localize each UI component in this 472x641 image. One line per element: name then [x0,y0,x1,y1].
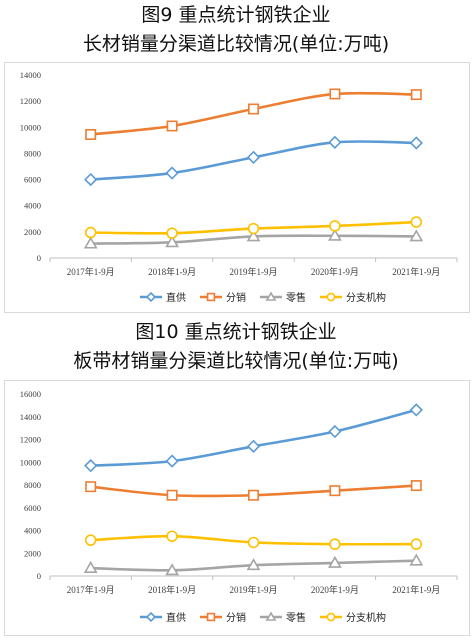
data-point-series-0 [84,172,98,187]
legend-label-3: 分支机构 [346,611,386,624]
x-tick-label: 2018年1-9月 [148,266,196,277]
data-point-series-0 [84,459,98,473]
legend-label-1: 分销 [226,611,246,624]
y-tick-label: 4000 [24,526,41,536]
chart1-svg: 0 2000 4000 6000 8000 10000 12000 14000 2017年1-9… [20,70,458,304]
data-point-series-1 [410,480,422,492]
data-point-series-2 [246,229,261,242]
legend-marker-2 [265,291,277,301]
chart1-subtitle: 长材销量分渠道比较情况(单位:万吨) [82,33,390,55]
data-point-series-3 [410,538,423,550]
data-point-series-3 [247,536,260,549]
data-point-series-0 [409,136,423,150]
data-point-series-2 [409,229,424,242]
y-tick-label: 10000 [20,457,41,467]
legend-label-2: 零售 [286,291,306,304]
data-point-series-1 [248,103,259,115]
y-tick-label: 6000 [24,503,41,513]
y-tick-label: 2000 [24,548,41,558]
y-tick-label: 12000 [20,96,41,106]
data-point-series-2 [165,563,179,576]
x-tick-label: 2021年1-9月 [392,584,440,595]
data-point-series-0 [165,166,179,180]
data-point-series-1 [329,88,341,100]
data-point-series-1 [329,485,341,497]
chart1-title: 图9 重点统计钢铁企业 [141,4,331,26]
chart2-panel: 0 2000 4000 6000 8000 10000 12000 14000 16000 201… [4,380,470,636]
data-point-series-3 [247,222,260,235]
data-point-series-0 [246,150,261,164]
legend-marker-3 [326,612,336,622]
data-point-series-3 [166,530,178,542]
legend-marker-0 [145,611,157,623]
legend-label-0: 直供 [166,291,186,304]
data-point-series-0 [409,403,423,417]
chart2-title: 图10 重点统计钢铁企业 [135,321,337,343]
legend-label-3: 分支机构 [346,291,386,304]
y-tick-label: 14000 [20,412,41,422]
data-point-series-1 [166,489,178,501]
y-tick-label: 14000 [20,70,41,80]
data-point-series-1 [410,89,422,101]
y-tick-label: 0 [37,571,41,581]
data-point-series-3 [166,227,178,239]
x-tick-label: 2020年1-9月 [311,584,359,595]
y-tick-label: 2000 [24,227,41,237]
y-tick-label: 8000 [24,148,41,158]
data-point-series-0 [328,424,342,439]
chart2-subtitle: 板带材销量分渠道比较情况(单位:万吨) [73,350,399,372]
legend-marker-2 [265,611,277,621]
data-point-series-2 [246,558,261,571]
y-tick-label: 16000 [20,389,41,399]
data-point-series-2 [328,555,342,568]
data-point-series-0 [165,454,179,468]
data-point-series-3 [329,538,341,550]
x-tick-label: 2019年1-9月 [230,266,278,277]
x-tick-label: 2020年1-9月 [311,266,359,277]
data-point-series-0 [246,439,261,453]
legend-marker-1 [206,292,216,302]
legend-marker-1 [206,612,216,622]
data-point-series-2 [165,235,179,248]
legend-label-2: 零售 [286,611,306,624]
y-tick-label: 12000 [20,435,41,445]
data-point-series-0 [328,135,342,149]
y-tick-label: 8000 [24,480,41,490]
data-point-series-3 [410,216,423,228]
x-tick-label: 2017年1-9月 [67,584,115,595]
y-tick-label: 6000 [24,175,41,185]
legend-marker-0 [145,291,157,303]
series-line-0 [90,408,417,467]
data-point-series-3 [84,534,97,546]
data-point-series-2 [83,236,98,249]
x-tick-label: 2021年1-9月 [392,266,440,277]
y-tick-label: 0 [37,253,41,263]
data-point-series-1 [166,120,178,132]
data-point-series-1 [248,489,259,501]
data-point-series-2 [83,560,98,573]
data-point-series-1 [85,129,97,140]
chart1-panel: 0 2000 4000 6000 8000 10000 12000 14000 2017年1-9… [4,62,470,313]
data-point-series-2 [328,228,342,241]
legend-marker-3 [326,292,336,302]
y-tick-label: 4000 [24,201,41,211]
legend-label-0: 直供 [166,611,186,624]
chart2-svg: 0 2000 4000 6000 8000 10000 12000 14000 16000 201… [20,389,458,624]
data-point-series-3 [329,220,341,232]
x-tick-label: 2019年1-9月 [230,584,278,595]
legend-label-1: 分销 [226,291,246,304]
data-point-series-2 [409,553,424,566]
y-tick-label: 10000 [20,122,41,132]
data-point-series-3 [84,226,97,239]
x-tick-label: 2018年1-9月 [148,584,196,595]
data-point-series-1 [85,481,97,493]
x-tick-label: 2017年1-9月 [67,266,115,277]
